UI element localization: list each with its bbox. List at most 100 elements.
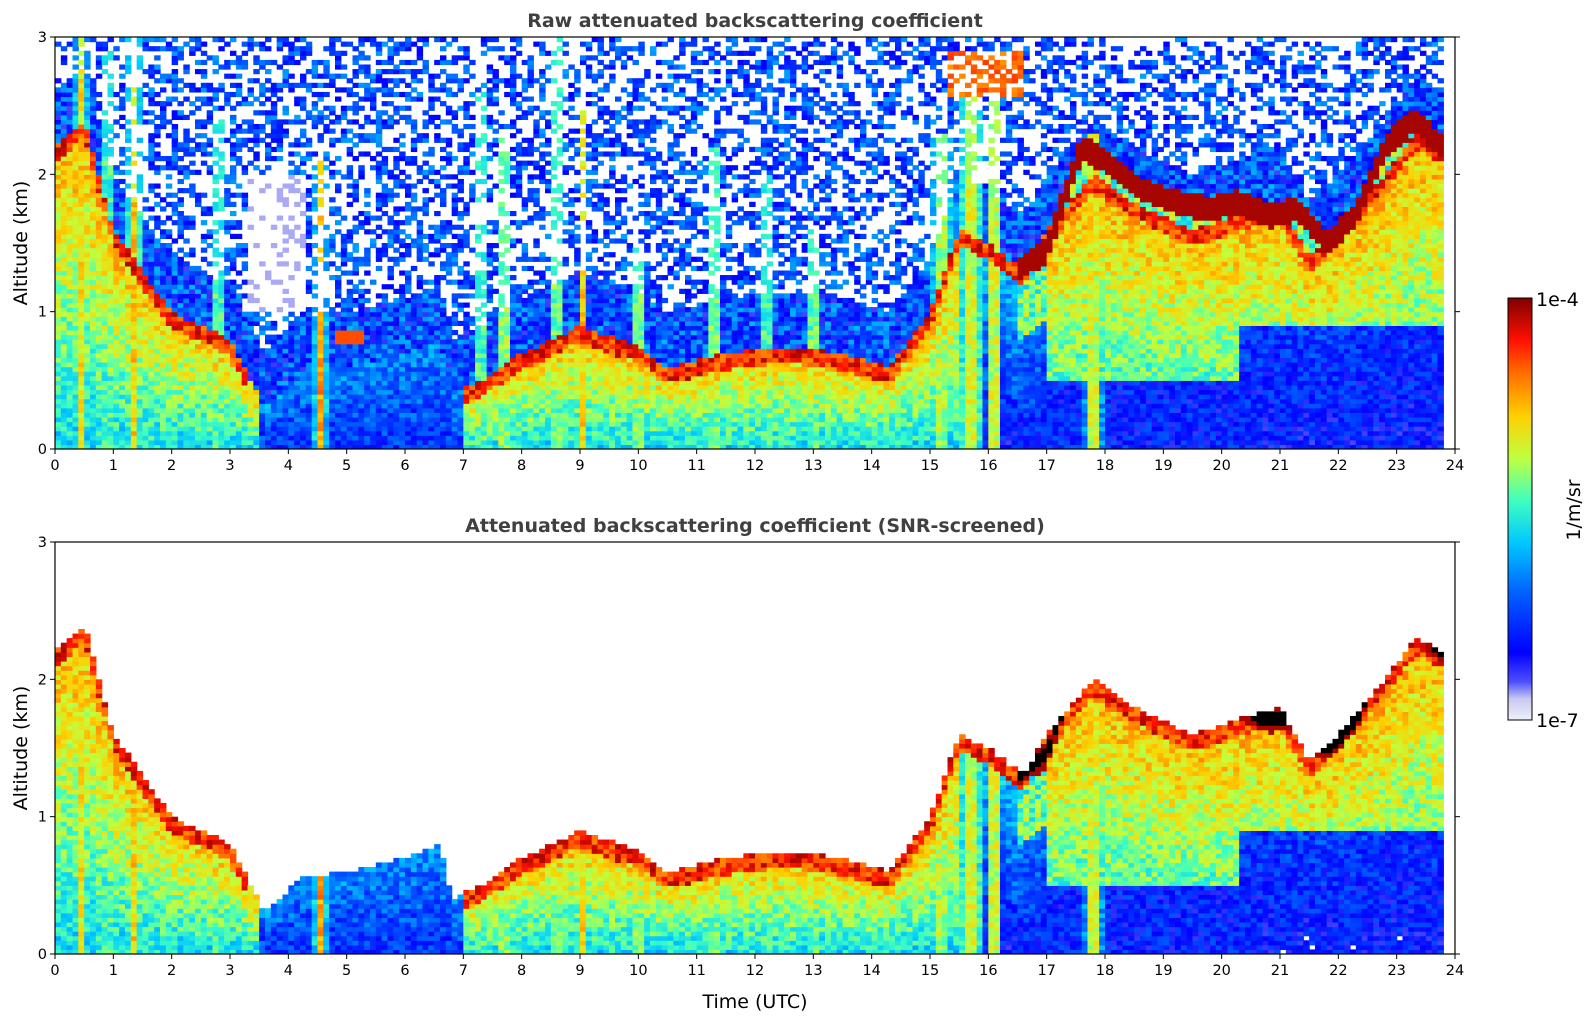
heatmap-cell bbox=[434, 87, 441, 93]
heatmap-cell bbox=[107, 297, 114, 304]
heatmap-cell bbox=[457, 210, 464, 217]
heatmap-cell bbox=[463, 357, 470, 363]
heatmap-cell bbox=[416, 407, 424, 413]
heatmap-cell bbox=[125, 311, 132, 317]
heatmap-cell bbox=[300, 435, 307, 441]
heatmap-cell bbox=[387, 87, 394, 93]
heatmap-cell bbox=[416, 78, 424, 84]
heatmap-cell bbox=[346, 316, 354, 322]
heatmap-cell bbox=[521, 307, 529, 313]
heatmap-cell bbox=[405, 339, 412, 345]
heatmap-cell bbox=[463, 398, 470, 404]
heatmap-cell bbox=[148, 384, 155, 391]
heatmap-cell bbox=[177, 178, 184, 185]
heatmap-cell bbox=[498, 169, 505, 175]
heatmap-cell bbox=[160, 439, 167, 446]
heatmap-cell bbox=[84, 123, 91, 130]
heatmap-cell bbox=[119, 380, 126, 386]
heatmap-cell bbox=[90, 384, 97, 391]
heatmap-cell bbox=[183, 362, 190, 368]
heatmap-cell bbox=[177, 169, 184, 175]
heatmap-cell bbox=[90, 279, 97, 285]
heatmap-cell bbox=[66, 146, 74, 153]
heatmap-cell bbox=[142, 41, 149, 47]
heatmap-cell bbox=[224, 439, 231, 446]
heatmap-cell bbox=[125, 362, 132, 368]
heatmap-cell bbox=[177, 293, 184, 299]
heatmap-cell bbox=[165, 165, 173, 171]
heatmap-cell bbox=[224, 197, 231, 203]
heatmap-cell bbox=[195, 407, 202, 413]
heatmap-cell bbox=[340, 357, 348, 363]
heatmap-cell bbox=[148, 215, 155, 221]
heatmap-cell bbox=[434, 334, 441, 340]
heatmap-cell bbox=[60, 233, 68, 240]
heatmap-cell bbox=[78, 137, 85, 143]
heatmap-cell bbox=[78, 348, 85, 354]
heatmap-cell bbox=[195, 37, 202, 43]
heatmap-cell bbox=[445, 270, 453, 276]
heatmap-cell bbox=[90, 183, 97, 189]
heatmap-cell bbox=[358, 261, 365, 267]
heatmap-cell bbox=[142, 407, 149, 413]
heatmap-cell bbox=[171, 192, 179, 198]
heatmap-cell bbox=[119, 357, 126, 363]
heatmap-cell bbox=[189, 398, 196, 404]
heatmap-cell bbox=[387, 174, 394, 180]
heatmap-cell bbox=[498, 316, 505, 322]
heatmap-cell bbox=[171, 261, 179, 267]
heatmap-cell bbox=[364, 201, 371, 207]
heatmap-cell bbox=[171, 128, 179, 134]
heatmap-cell bbox=[358, 416, 365, 423]
heatmap-cell bbox=[294, 188, 301, 194]
heatmap-cell bbox=[66, 238, 74, 244]
heatmap-cell bbox=[375, 73, 383, 79]
heatmap-cell bbox=[305, 50, 313, 56]
heatmap-cell bbox=[84, 265, 91, 272]
heatmap-cell bbox=[224, 357, 231, 363]
heatmap-cell bbox=[259, 316, 266, 322]
heatmap-cell bbox=[90, 133, 97, 139]
heatmap-cell bbox=[107, 178, 114, 185]
heatmap-cell bbox=[317, 220, 324, 226]
heatmap-cell bbox=[72, 41, 79, 47]
heatmap-cell bbox=[492, 362, 499, 368]
heatmap-cell bbox=[375, 339, 383, 345]
heatmap-cell bbox=[457, 407, 464, 413]
heatmap-cell bbox=[119, 256, 126, 262]
heatmap-cell bbox=[469, 192, 476, 198]
heatmap-cell bbox=[206, 426, 214, 432]
heatmap-cell bbox=[463, 160, 470, 166]
heatmap-cell bbox=[340, 380, 348, 386]
heatmap-cell bbox=[469, 91, 476, 98]
heatmap-cell bbox=[235, 407, 243, 413]
heatmap-cell bbox=[381, 403, 389, 409]
heatmap-cell bbox=[66, 343, 74, 349]
heatmap-cell bbox=[451, 197, 459, 203]
heatmap-cell bbox=[370, 389, 377, 395]
heatmap-cell bbox=[305, 156, 313, 162]
heatmap-cell bbox=[445, 110, 453, 116]
heatmap-cell bbox=[504, 224, 511, 230]
heatmap-cell bbox=[142, 37, 149, 43]
heatmap-cell bbox=[55, 206, 62, 212]
heatmap-cell bbox=[212, 334, 219, 340]
heatmap-cell bbox=[189, 426, 196, 432]
heatmap-cell bbox=[154, 183, 161, 189]
heatmap-cell bbox=[515, 384, 523, 391]
heatmap-cell bbox=[340, 311, 348, 317]
heatmap-cell bbox=[434, 123, 441, 130]
heatmap-cell bbox=[130, 307, 138, 313]
heatmap-cell bbox=[364, 55, 371, 61]
heatmap-cell bbox=[469, 435, 476, 441]
heatmap-cell bbox=[282, 297, 289, 304]
heatmap-cell bbox=[60, 421, 68, 427]
heatmap-cell bbox=[90, 252, 97, 258]
heatmap-cell bbox=[486, 366, 494, 372]
heatmap-cell bbox=[364, 261, 371, 267]
heatmap-cell bbox=[113, 329, 120, 336]
heatmap-cell bbox=[148, 389, 155, 395]
heatmap-cell bbox=[72, 156, 79, 162]
heatmap-cell bbox=[480, 416, 488, 423]
heatmap-cell bbox=[335, 311, 342, 317]
